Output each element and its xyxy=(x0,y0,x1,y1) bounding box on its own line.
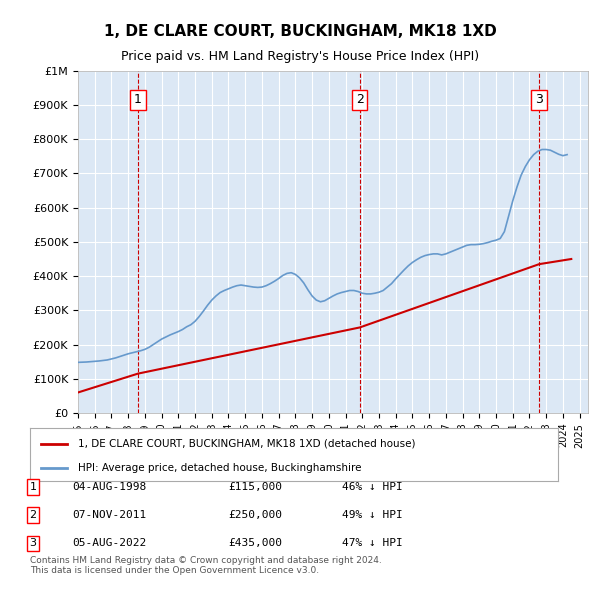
Text: 1: 1 xyxy=(29,482,37,491)
Text: £115,000: £115,000 xyxy=(228,482,282,491)
Text: 04-AUG-1998: 04-AUG-1998 xyxy=(72,482,146,491)
Text: 46% ↓ HPI: 46% ↓ HPI xyxy=(342,482,403,491)
Text: 3: 3 xyxy=(535,93,543,106)
Text: 1, DE CLARE COURT, BUCKINGHAM, MK18 1XD: 1, DE CLARE COURT, BUCKINGHAM, MK18 1XD xyxy=(104,24,496,38)
Text: £250,000: £250,000 xyxy=(228,510,282,520)
Text: 3: 3 xyxy=(29,539,37,548)
Text: £435,000: £435,000 xyxy=(228,539,282,548)
Text: 1, DE CLARE COURT, BUCKINGHAM, MK18 1XD (detached house): 1, DE CLARE COURT, BUCKINGHAM, MK18 1XD … xyxy=(77,439,415,448)
Text: 05-AUG-2022: 05-AUG-2022 xyxy=(72,539,146,548)
Text: 2: 2 xyxy=(29,510,37,520)
Text: HPI: Average price, detached house, Buckinghamshire: HPI: Average price, detached house, Buck… xyxy=(77,463,361,473)
Text: 2: 2 xyxy=(356,93,364,106)
Text: 47% ↓ HPI: 47% ↓ HPI xyxy=(342,539,403,548)
Text: Price paid vs. HM Land Registry's House Price Index (HPI): Price paid vs. HM Land Registry's House … xyxy=(121,50,479,63)
Text: 07-NOV-2011: 07-NOV-2011 xyxy=(72,510,146,520)
Text: 1: 1 xyxy=(134,93,142,106)
Text: Contains HM Land Registry data © Crown copyright and database right 2024.
This d: Contains HM Land Registry data © Crown c… xyxy=(30,556,382,575)
Text: 49% ↓ HPI: 49% ↓ HPI xyxy=(342,510,403,520)
